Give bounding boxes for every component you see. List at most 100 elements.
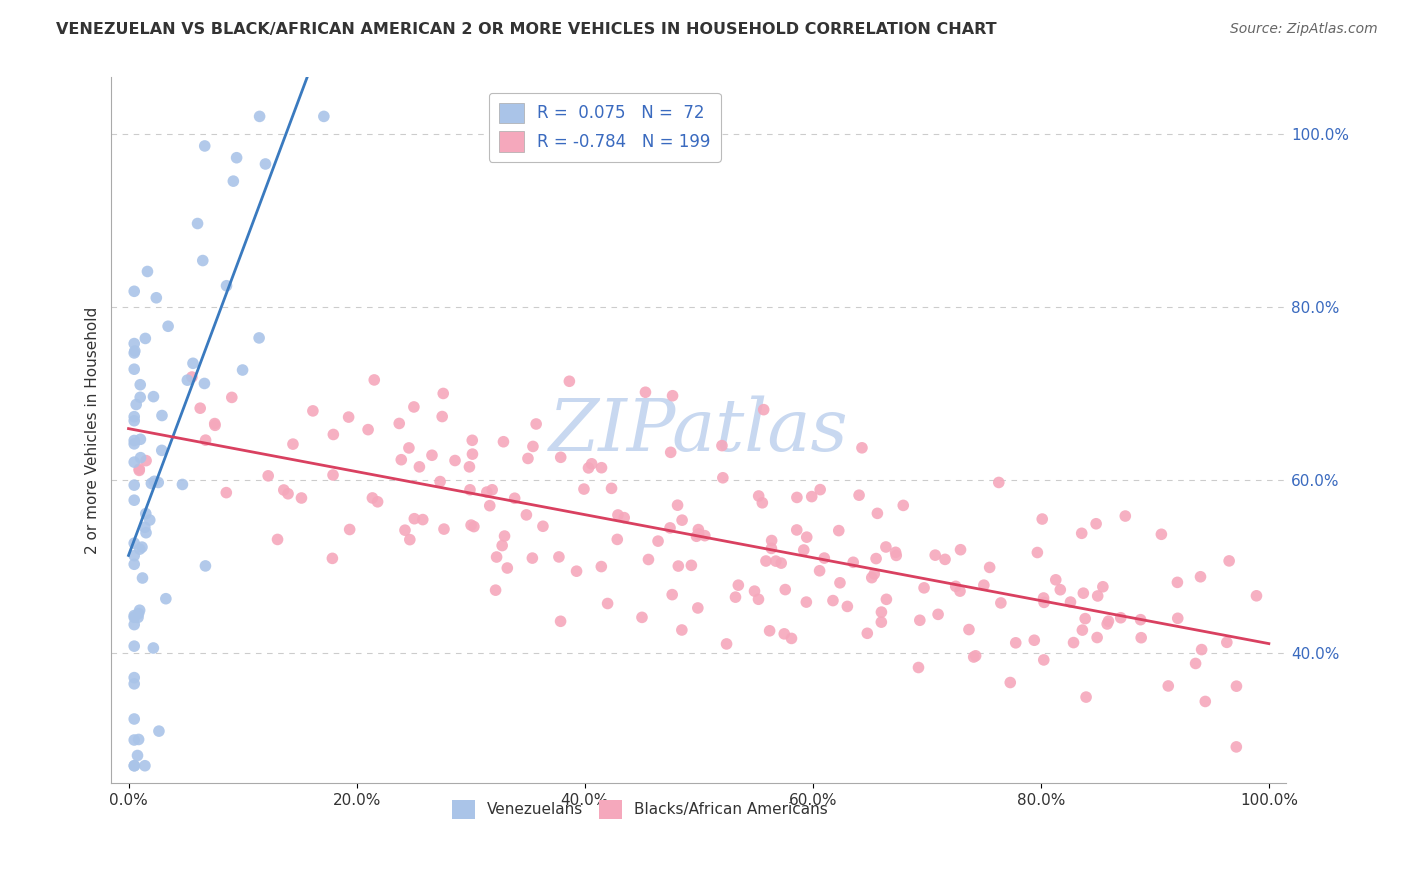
Point	[124, 758, 146, 772]
Point	[842, 555, 865, 569]
Point	[194, 139, 217, 153]
Point	[744, 584, 766, 599]
Point	[122, 455, 145, 469]
Point	[1000, 675, 1022, 690]
Point	[321, 551, 343, 566]
Point	[727, 578, 749, 592]
Point	[122, 493, 145, 508]
Point	[927, 607, 949, 622]
Point	[786, 491, 808, 505]
Point	[1074, 690, 1097, 704]
Point	[522, 439, 544, 453]
Point	[277, 487, 299, 501]
Point	[131, 540, 153, 554]
Point	[176, 373, 198, 387]
Point	[432, 386, 454, 401]
Point	[693, 529, 716, 543]
Point	[322, 427, 344, 442]
Point	[204, 418, 226, 433]
Point	[1031, 512, 1053, 526]
Point	[461, 447, 484, 461]
Point	[194, 558, 217, 573]
Point	[837, 599, 859, 614]
Point	[1071, 623, 1094, 637]
Point	[503, 491, 526, 506]
Point	[908, 613, 931, 627]
Point	[128, 463, 150, 477]
Point	[558, 374, 581, 388]
Point	[122, 671, 145, 685]
Point	[460, 518, 482, 533]
Point	[363, 373, 385, 387]
Point	[973, 578, 995, 592]
Point	[860, 571, 883, 585]
Point	[794, 595, 817, 609]
Point	[122, 434, 145, 448]
Point	[122, 617, 145, 632]
Point	[647, 534, 669, 549]
Point	[215, 485, 238, 500]
Point	[780, 632, 803, 646]
Point	[863, 566, 886, 581]
Point	[148, 475, 170, 490]
Point	[136, 264, 159, 278]
Point	[1032, 653, 1054, 667]
Point	[596, 597, 619, 611]
Point	[613, 510, 636, 524]
Point	[1129, 613, 1152, 627]
Point	[150, 443, 173, 458]
Point	[302, 404, 325, 418]
Point	[122, 758, 145, 772]
Point	[134, 758, 156, 772]
Point	[142, 390, 165, 404]
Point	[135, 507, 157, 521]
Point	[191, 253, 214, 268]
Point	[796, 530, 818, 544]
Point	[129, 432, 152, 446]
Point	[572, 482, 595, 496]
Point	[187, 217, 209, 231]
Point	[266, 533, 288, 547]
Point	[773, 582, 796, 597]
Point	[150, 409, 173, 423]
Point	[748, 489, 770, 503]
Point	[851, 441, 873, 455]
Point	[312, 109, 335, 123]
Point	[367, 495, 389, 509]
Point	[122, 549, 145, 563]
Point	[856, 626, 879, 640]
Point	[945, 579, 967, 593]
Point	[122, 536, 145, 550]
Point	[339, 523, 361, 537]
Point	[661, 389, 683, 403]
Point	[949, 542, 972, 557]
Point	[458, 459, 481, 474]
Point	[322, 468, 344, 483]
Point	[157, 319, 180, 334]
Point	[522, 551, 544, 566]
Point	[337, 410, 360, 425]
Point	[128, 603, 150, 617]
Point	[1085, 516, 1108, 531]
Point	[870, 605, 893, 619]
Text: ZIPatlas: ZIPatlas	[548, 395, 848, 466]
Point	[122, 285, 145, 299]
Point	[249, 109, 271, 123]
Point	[155, 591, 177, 606]
Point	[765, 554, 787, 568]
Point	[475, 485, 498, 500]
Point	[1004, 636, 1026, 650]
Point	[1097, 614, 1119, 628]
Point	[232, 363, 254, 377]
Point	[990, 596, 1012, 610]
Point	[600, 481, 623, 495]
Point	[122, 437, 145, 451]
Point	[131, 571, 153, 585]
Point	[1184, 657, 1206, 671]
Point	[128, 462, 150, 476]
Point	[907, 660, 929, 674]
Point	[884, 549, 907, 563]
Point	[934, 552, 956, 566]
Point	[1157, 679, 1180, 693]
Point	[254, 157, 277, 171]
